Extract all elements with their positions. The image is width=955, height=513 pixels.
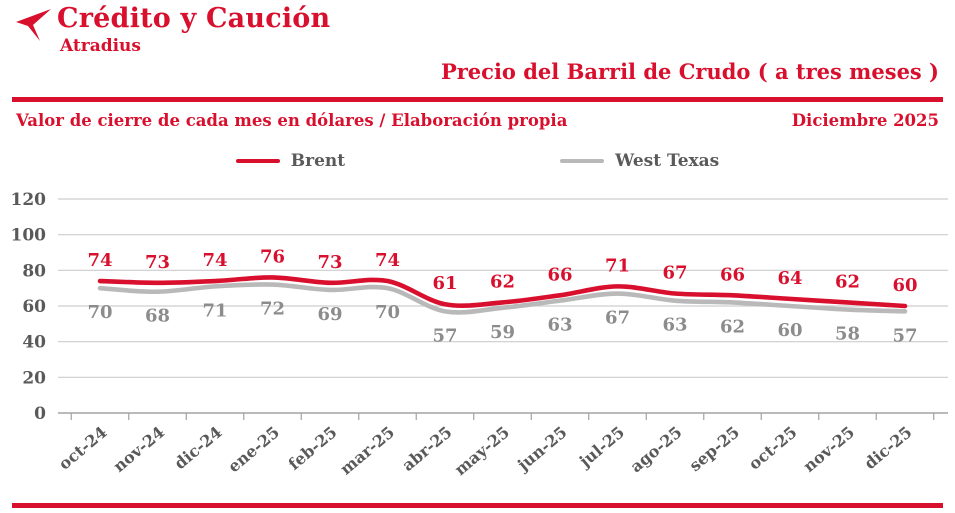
x-axis-label: oct-25: [745, 423, 801, 474]
data-label: 57: [432, 325, 457, 346]
x-axis-label: abr-25: [398, 423, 455, 475]
data-label: 70: [87, 302, 112, 323]
brent-legend-line-icon: [235, 159, 280, 163]
page-title: Precio del Barril de Crudo ( a tres mese…: [440, 59, 939, 84]
x-axis-label: ene-25: [224, 423, 283, 477]
report-date: Diciembre 2025: [791, 111, 939, 130]
data-label: 76: [260, 246, 285, 267]
x-axis-label: jun-25: [512, 423, 570, 476]
data-label: 74: [375, 250, 400, 271]
data-label: 71: [202, 300, 227, 321]
x-axis-label: mar-25: [336, 423, 398, 479]
data-label: 67: [605, 308, 630, 329]
data-label: 60: [892, 275, 917, 296]
data-label: 74: [202, 250, 227, 271]
x-axis-label: feb-25: [285, 423, 341, 474]
x-axis-label: oct-24: [55, 423, 111, 474]
brand-name: Crédito y Caución: [57, 3, 331, 34]
data-label: 62: [490, 271, 515, 292]
y-axis-label: 40: [22, 333, 46, 353]
legend-item-west-texas: West Texas: [560, 151, 719, 171]
y-axis-label: 20: [22, 368, 46, 388]
data-label: 62: [720, 316, 745, 337]
brand-subtitle: Atradius: [60, 36, 141, 56]
data-label: 64: [777, 268, 802, 289]
data-label: 63: [547, 315, 572, 336]
chart-subtitle: Valor de cierre de cada mes en dólares /…: [16, 111, 568, 130]
data-label: 73: [317, 252, 342, 273]
x-axis-label: dic-25: [861, 423, 916, 474]
x-axis-label: nov-24: [110, 423, 169, 476]
x-axis-label: nov-25: [800, 423, 859, 476]
top-divider: [12, 97, 943, 102]
data-label: 59: [490, 322, 515, 343]
bottom-divider: [12, 503, 943, 508]
x-axis-label: ago-25: [627, 423, 686, 477]
data-label: 67: [662, 263, 687, 284]
legend-item-brent: Brent: [235, 151, 346, 171]
x-axis-label: dic-24: [171, 423, 226, 474]
data-label: 66: [547, 264, 572, 285]
x-axis-label: sep-25: [685, 423, 743, 476]
data-label: 60: [777, 320, 802, 341]
chart-legend: Brent West Texas: [0, 151, 955, 171]
west-texas-legend-line-icon: [560, 159, 605, 163]
brand-logo-icon: [16, 9, 51, 41]
data-label: 72: [260, 299, 285, 320]
y-axis-label: 120: [11, 190, 47, 210]
legend-label-west-texas: West Texas: [615, 151, 720, 171]
data-label: 73: [145, 252, 170, 273]
x-axis-label: jul-25: [574, 423, 628, 473]
data-label: 69: [317, 304, 342, 325]
data-label: 58: [835, 324, 860, 345]
data-label: 66: [720, 264, 745, 285]
y-axis-label: 100: [11, 226, 47, 246]
y-axis-label: 60: [22, 297, 46, 317]
series-line-brent: [97, 275, 908, 309]
series-line-west-texas: [97, 282, 908, 315]
data-label: 61: [432, 273, 457, 294]
x-axis-label: may-25: [451, 423, 513, 480]
data-label: 71: [605, 255, 630, 276]
data-label: 74: [87, 250, 112, 271]
legend-label-brent: Brent: [290, 151, 346, 171]
data-label: 57: [892, 325, 917, 346]
y-axis-label: 80: [22, 261, 46, 281]
data-label: 70: [375, 302, 400, 323]
y-axis-label: 0: [34, 404, 46, 424]
data-label: 63: [662, 315, 687, 336]
data-label: 62: [835, 271, 860, 292]
data-label: 68: [145, 306, 170, 327]
